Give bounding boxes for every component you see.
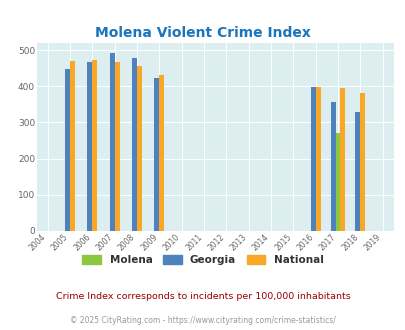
Bar	[65, 69, 70, 231]
Bar	[315, 87, 320, 231]
Text: Crime Index corresponds to incidents per 100,000 inhabitants: Crime Index corresponds to incidents per…	[55, 292, 350, 301]
Bar	[159, 75, 164, 231]
Bar	[70, 61, 75, 231]
Bar	[310, 87, 315, 231]
Bar	[330, 102, 335, 231]
Bar	[92, 60, 97, 231]
Bar	[109, 53, 115, 231]
Legend: Molena, Georgia, National: Molena, Georgia, National	[80, 253, 325, 267]
Bar	[132, 58, 137, 231]
Text: © 2025 CityRating.com - https://www.cityrating.com/crime-statistics/: © 2025 CityRating.com - https://www.city…	[70, 316, 335, 325]
Bar	[340, 88, 345, 231]
Bar	[359, 93, 364, 231]
Bar	[137, 66, 142, 231]
Bar	[154, 78, 159, 231]
Bar	[354, 112, 360, 231]
Bar	[114, 62, 119, 231]
Text: Molena Violent Crime Index: Molena Violent Crime Index	[95, 26, 310, 40]
Bar	[87, 62, 92, 231]
Bar	[335, 133, 340, 231]
